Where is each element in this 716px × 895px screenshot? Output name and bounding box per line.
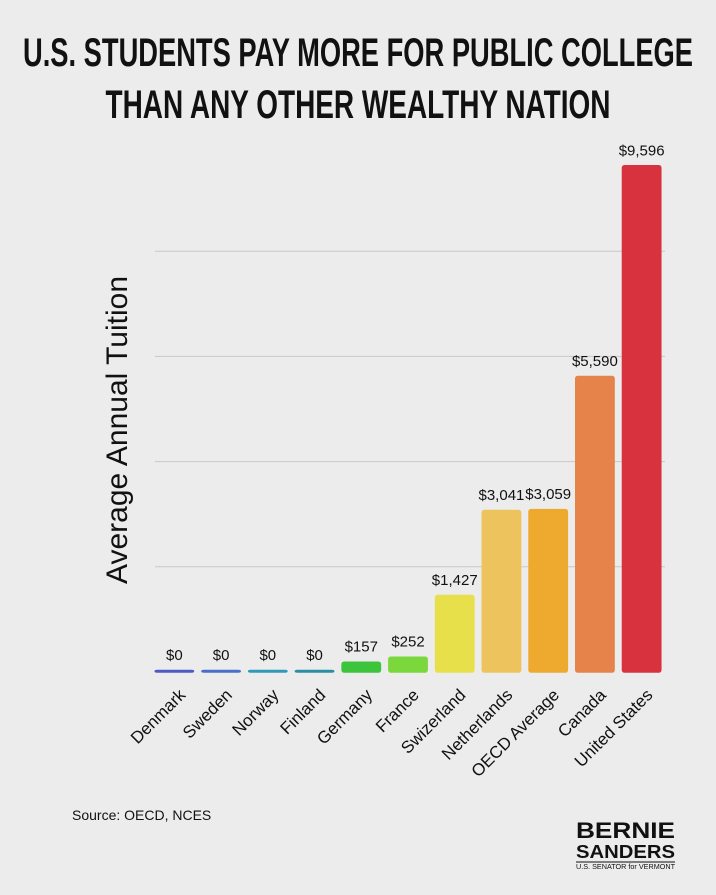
value-label: $0 <box>213 647 230 664</box>
value-label: $9,596 <box>619 142 665 159</box>
logo-tagline: U.S. SENATOR for VERMONT <box>576 864 676 871</box>
bar <box>154 669 195 673</box>
logo-name: SANDERS <box>576 842 675 862</box>
bar <box>341 661 382 673</box>
bar <box>434 594 475 673</box>
value-label: $5,590 <box>572 353 618 370</box>
bar <box>528 508 569 673</box>
bar <box>481 509 522 673</box>
value-label: $0 <box>306 647 323 664</box>
value-label: $3,059 <box>525 486 571 503</box>
value-label: $0 <box>259 647 276 664</box>
value-label: $252 <box>391 634 424 651</box>
bar <box>247 669 288 673</box>
bar <box>621 165 662 673</box>
logo: BERNIE SANDERS U.S. SENATOR for VERMONT <box>576 818 676 871</box>
chart-title: U.S. STUDENTS PAY MORE FOR PUBLIC COLLEG… <box>23 31 693 75</box>
bar <box>388 656 428 673</box>
y-axis-label: Average Annual Tuition <box>101 276 134 584</box>
value-label: $157 <box>345 639 378 656</box>
bar <box>294 669 335 673</box>
source: Source: OECD, NCES <box>72 807 211 823</box>
bar <box>575 375 615 673</box>
chart-title: THAN ANY OTHER WEALTHY NATION <box>106 83 611 127</box>
logo-name: BERNIE <box>576 818 675 843</box>
value-label: $3,041 <box>479 487 525 504</box>
value-label: $1,427 <box>432 572 478 589</box>
bar <box>201 669 241 673</box>
value-label: $0 <box>166 647 183 664</box>
